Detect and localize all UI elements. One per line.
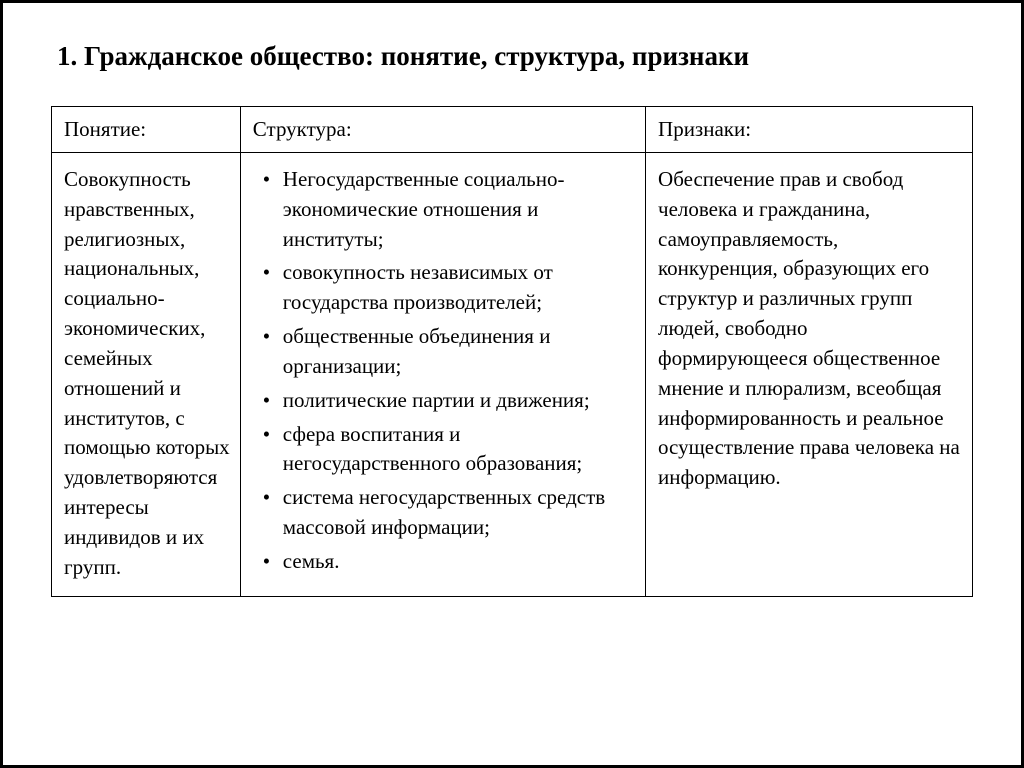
page-title: 1. Гражданское общество: понятие, структ…: [51, 41, 973, 72]
header-concept: Понятие:: [52, 107, 241, 153]
cell-features: Обеспечение прав и свобод человека и гра…: [646, 153, 973, 597]
content-table: Понятие: Структура: Признаки: Совокупнос…: [51, 106, 973, 597]
list-item: система негосударственных средств массов…: [253, 483, 635, 543]
slide-page: 1. Гражданское общество: понятие, структ…: [0, 0, 1024, 768]
table-row: Совокупность нравственных, религиозных, …: [52, 153, 973, 597]
structure-list: Негосударственные социально-экономически…: [253, 165, 635, 577]
list-item: политические партии и движения;: [253, 386, 635, 416]
list-item: семья.: [253, 547, 635, 577]
list-item: сфера воспитания и негосударственного об…: [253, 420, 635, 480]
header-features: Признаки:: [646, 107, 973, 153]
list-item: Негосударственные социально-экономически…: [253, 165, 635, 254]
table-header-row: Понятие: Структура: Признаки:: [52, 107, 973, 153]
cell-concept: Совокупность нравственных, религиозных, …: [52, 153, 241, 597]
list-item: совокупность независимых от государства …: [253, 258, 635, 318]
cell-structure: Негосударственные социально-экономически…: [240, 153, 645, 597]
list-item: общественные объединения и организации;: [253, 322, 635, 382]
header-structure: Структура:: [240, 107, 645, 153]
